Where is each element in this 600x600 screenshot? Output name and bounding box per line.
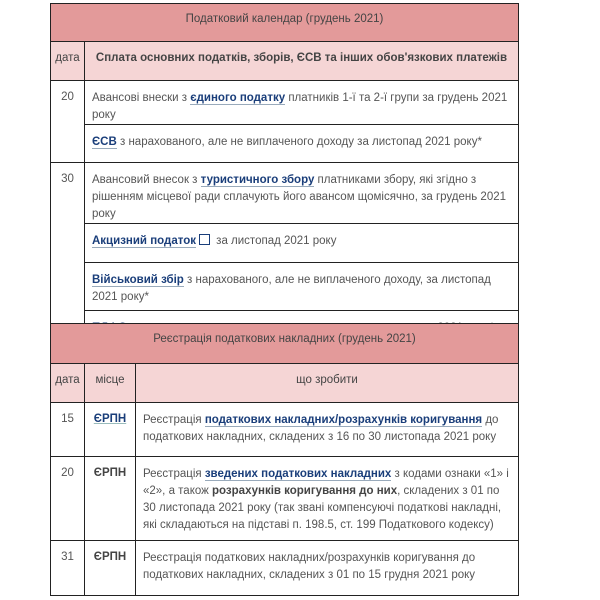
text-segment: до податкових накладних, складених з 16 … [143,414,499,443]
external-link-icon[interactable] [198,234,210,245]
date-cell: 20 [50,80,85,163]
text-segment: з кодами ознаки «1» і «2», а також [143,468,509,497]
tax-calendar-table-container: Податковий календар (грудень 2021) дата С… [50,3,519,323]
payment-cell: Авансовий внесок з туристичного збору пл… [84,162,519,224]
date-cell: 31 [50,540,85,596]
action-cell: Реєстрація податкових накладних/розрахун… [135,402,519,457]
payment-cell: Авансові внески з єдиного податку платни… [84,80,519,125]
table-row: 20 Авансові внески з єдиного податку плат… [50,80,519,163]
col-date: дата [50,363,85,403]
table-row: 30 Авансовий внесок з туристичного збору … [50,162,519,323]
place-link: ЄРПН [84,456,136,541]
link[interactable]: податкових накладних/розрахунків коригув… [204,414,483,427]
table-row: ПДФО з нарахованого, але не виплаченого … [51,310,519,323]
action-cell: Реєстрація податкових накладних/розрахун… [135,540,519,596]
link[interactable]: туристичного збору [200,174,315,187]
text-segment: з нарахованого, але не виплаченого доход… [116,136,482,148]
text-segment: платників 1-ї та 2-ї групи за грудень 20… [92,92,508,121]
table-row: 31 ЄРПН Реєстрація податкових накладних/ро… [50,540,519,596]
text-segment: розрахунків коригування до них [212,485,398,497]
link[interactable]: Акцизний податок [92,235,196,248]
col-what: що зробити [135,363,519,403]
link[interactable]: єдиного податку [190,92,286,105]
text-segment: за листопад 2021 року [212,235,337,247]
date-cell: 30 [50,162,85,323]
table-row: 15 ЄРПН Реєстрація податкових накладних/ро… [50,402,519,457]
text-segment: Реєстрація [143,468,205,480]
text-segment: , складених з 01 по 30 листопада 2021 ро… [143,485,502,531]
payment-cell: Військовий збір з нарахованого, але не в… [84,262,519,311]
table-row: Акцизний податок за листопад 2021 року [51,223,519,263]
col-payment: Сплата основних податків, зборів, ЄСВ та… [84,41,519,81]
payment-cell: ЄСВ з нарахованого, але не виплаченого д… [84,124,519,163]
table-row: Військовий збір з нарахованого, але не в… [51,262,519,311]
invoices-table: Реєстрація податкових накладних (грудень… [50,323,519,596]
col-date: дата [50,41,85,81]
table-row: 20 ЄРПН Реєстрація зведених податкових нак… [50,456,519,541]
text-segment: Авансові внески з [92,92,191,104]
invoices-table-container: Реєстрація податкових накладних (грудень… [50,323,519,596]
text-segment: платниками збору, які згідно з рішенням … [92,174,507,220]
link[interactable]: ПДФО [92,322,128,323]
text-segment: Реєстрація податкових накладних/розрахун… [143,552,476,581]
link[interactable]: Військовий збір [92,274,184,287]
text-segment: Реєстрація [143,414,205,426]
date-cell: 15 [50,402,85,457]
text-segment: з нарахованого, але не виплаченого доход… [127,322,494,323]
text-segment: Авансовий внесок з [92,174,201,186]
col-place: місце [84,363,136,403]
text-segment: з нарахованого, але не виплаченого доход… [92,274,491,303]
payment-cell: ПДФО з нарахованого, але не виплаченого … [84,310,519,323]
action-cell: Реєстрація зведених податкових накладних… [135,456,519,541]
invoices-title: Реєстрація податкових накладних (грудень… [50,323,519,364]
link[interactable]: ЄСВ [92,136,117,149]
calendar-title: Податковий календар (грудень 2021) [50,3,519,42]
table-row: ЄСВ з нарахованого, але не виплаченого д… [51,124,519,163]
place-link: ЄРПН [84,540,136,596]
date-cell: 20 [50,456,85,541]
payment-cell: Акцизний податок за листопад 2021 року [84,223,519,263]
place-link[interactable]: ЄРПН [84,402,136,457]
link[interactable]: зведених податкових накладних [204,468,392,481]
tax-calendar-table: Податковий календар (грудень 2021) дата С… [50,3,519,323]
